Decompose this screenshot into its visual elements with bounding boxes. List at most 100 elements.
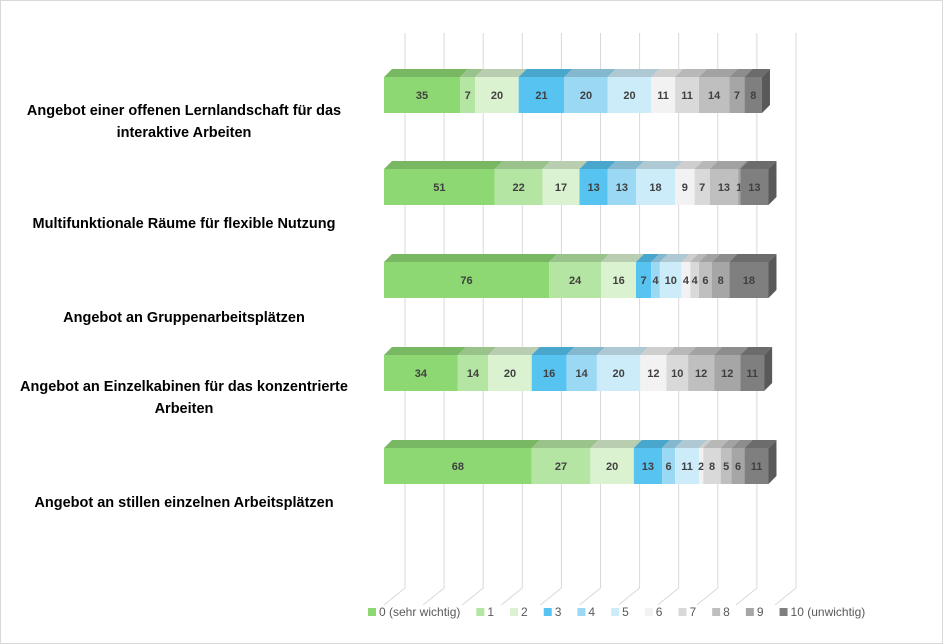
bar-face <box>640 347 675 355</box>
category-label: Angebot an Einzelkabinen für das konzent… <box>20 379 348 417</box>
bar-face <box>542 169 580 205</box>
value-label: 8 <box>718 275 724 287</box>
bar-face <box>607 69 660 77</box>
bar-face <box>457 347 497 355</box>
bar-face <box>601 254 644 262</box>
bar-face <box>566 355 597 391</box>
legend-label: 4 <box>588 605 595 619</box>
value-label: 20 <box>491 90 503 102</box>
legend-label: 6 <box>656 605 663 619</box>
value-label: 11 <box>751 461 763 473</box>
bar-segment <box>518 69 573 113</box>
bar-segment <box>729 254 777 298</box>
bar-face <box>596 347 649 355</box>
bar-face <box>703 448 721 484</box>
value-label: 8 <box>750 90 756 102</box>
bar-segment <box>720 440 740 484</box>
value-label: 7 <box>641 275 647 287</box>
value-label: 14 <box>576 368 589 380</box>
value-label: 16 <box>612 275 624 287</box>
bar-segment <box>740 161 777 205</box>
legend-swatch <box>577 608 586 616</box>
bar-face <box>564 77 608 113</box>
bar-face <box>662 440 684 448</box>
bar-face <box>738 161 749 169</box>
bar-face <box>712 254 738 262</box>
legend-label: 9 <box>757 605 764 619</box>
bar-face <box>579 169 608 205</box>
bar-segment <box>601 254 644 298</box>
bar-segment <box>384 440 540 484</box>
bar-segment <box>740 347 773 391</box>
bar-segment <box>475 69 527 113</box>
grid-line <box>618 33 641 606</box>
bar-face <box>633 440 671 448</box>
grid-line <box>735 33 758 606</box>
legend-swatch <box>543 608 552 616</box>
bar-face <box>688 347 723 355</box>
bar-face <box>720 440 740 448</box>
bar-face <box>666 347 697 355</box>
bar-segment <box>640 347 675 391</box>
bar-face <box>744 448 769 484</box>
grid-line <box>540 33 562 606</box>
value-label: 27 <box>555 461 567 473</box>
grid-line <box>657 33 680 606</box>
legend-label: 1 <box>487 605 494 619</box>
bar-segment <box>714 347 749 391</box>
value-label: 4 <box>692 275 699 287</box>
bar-face <box>675 448 699 484</box>
value-label: 11 <box>657 90 669 102</box>
bar-face <box>651 254 668 262</box>
bar-face <box>688 355 715 391</box>
bar-face <box>531 355 567 391</box>
bar-face <box>635 169 676 205</box>
bar-segment <box>698 440 712 484</box>
bar-face <box>518 77 565 113</box>
bar-face <box>651 262 660 298</box>
bar-face <box>635 254 660 262</box>
value-label: 10 <box>671 368 683 380</box>
category-label: Angebot einer offenen Lernlandschaft für… <box>26 103 342 141</box>
bar-face <box>384 254 558 262</box>
bar-face <box>675 169 695 205</box>
bar-face <box>694 161 718 169</box>
bar-segment <box>712 254 738 298</box>
legend-label: 7 <box>689 605 696 619</box>
bar-face <box>768 440 777 484</box>
bar-face <box>675 69 707 77</box>
bar-face <box>698 69 738 77</box>
bar-face <box>698 254 721 262</box>
legend-swatch <box>368 608 376 616</box>
value-label: 18 <box>743 275 755 287</box>
bar-face <box>714 347 749 355</box>
bar-face <box>740 355 765 391</box>
bar-segment <box>698 69 738 113</box>
bar-segment <box>531 440 599 484</box>
legend-swatch <box>476 608 485 616</box>
bar-segment <box>703 440 729 484</box>
bar-segment <box>457 347 497 391</box>
value-label: 12 <box>721 368 733 380</box>
bar-face <box>761 69 770 113</box>
bar-segment <box>662 440 684 484</box>
bar-segment <box>635 161 684 205</box>
bar-face <box>384 448 532 484</box>
bar-face <box>384 440 540 448</box>
value-label: 8 <box>709 461 715 473</box>
bar-face <box>384 262 550 298</box>
bar-face <box>635 262 652 298</box>
legend-label: 10 (unwichtig) <box>791 605 866 619</box>
bar-face <box>709 169 739 205</box>
bar-face <box>384 169 495 205</box>
bar-face <box>635 161 684 169</box>
legend-swatch <box>779 608 788 616</box>
bar-segment <box>694 161 718 205</box>
bar-face <box>712 262 730 298</box>
bar-face <box>666 355 689 391</box>
grid-line <box>774 33 797 606</box>
bar-face <box>651 69 684 77</box>
bar-face <box>714 355 741 391</box>
value-label: 17 <box>555 182 567 194</box>
